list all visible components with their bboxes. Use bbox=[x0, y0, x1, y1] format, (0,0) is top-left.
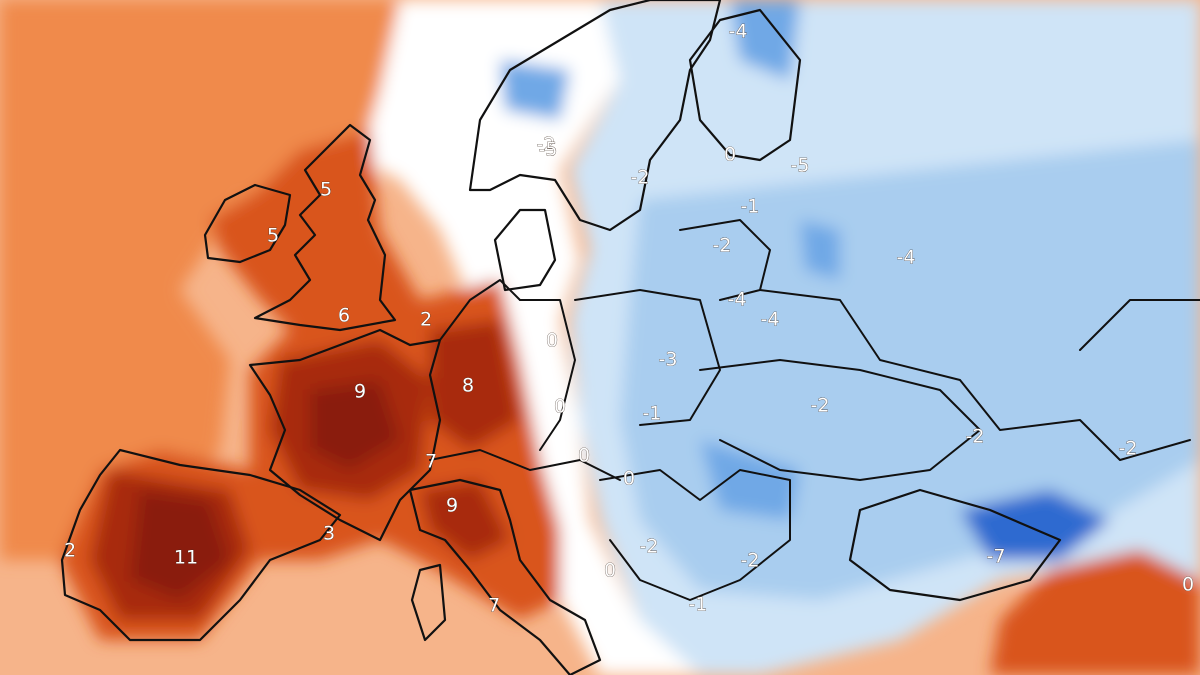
anomaly-label: 0 bbox=[1182, 574, 1194, 596]
anomaly-label: 11 bbox=[174, 547, 198, 569]
corsica-sardinia bbox=[410, 563, 447, 642]
anomaly-label: -2 bbox=[640, 536, 659, 558]
great-britain-coast bbox=[253, 123, 397, 332]
anomaly-label: 8 bbox=[462, 375, 474, 397]
neutral-band bbox=[360, 0, 700, 675]
cold-strong-east bbox=[800, 220, 840, 280]
anomaly-label: -2 bbox=[966, 426, 985, 448]
cold-strong-region bbox=[700, 440, 800, 520]
anomaly-label: -4 bbox=[729, 21, 748, 43]
anomaly-label: -7 bbox=[987, 546, 1006, 568]
anomaly-label: 7 bbox=[488, 595, 500, 617]
cold-strong-scand bbox=[500, 60, 570, 120]
warm-mid-region bbox=[0, 0, 400, 560]
anomaly-label: -1 bbox=[643, 403, 662, 425]
ireland-coast bbox=[203, 183, 292, 264]
anomaly-label: 0 bbox=[554, 396, 566, 418]
italy-coast bbox=[408, 478, 602, 675]
anomaly-label: 0 bbox=[604, 560, 616, 582]
anomaly-label: 5 bbox=[267, 225, 279, 247]
borders bbox=[429, 219, 1200, 601]
warm-se-region bbox=[990, 550, 1200, 675]
anomaly-label: -4 bbox=[728, 289, 747, 311]
anomaly-label: 6 bbox=[338, 305, 350, 327]
warm-deep-germany bbox=[430, 320, 520, 450]
black-sea-coast bbox=[848, 488, 1062, 602]
anomaly-label: -3 bbox=[659, 349, 678, 371]
anomaly-label: 0 bbox=[724, 144, 736, 166]
anomaly-label: 2 bbox=[420, 309, 432, 331]
cold-deep-region bbox=[960, 490, 1110, 560]
border-pl-east bbox=[574, 289, 721, 426]
border-kazakh bbox=[1079, 299, 1200, 351]
jutland-coast bbox=[493, 208, 557, 292]
anomaly-label: 2 bbox=[64, 540, 76, 562]
anomaly-label: -4 bbox=[761, 309, 780, 331]
anomaly-label: -2 bbox=[631, 167, 650, 189]
finland-coast bbox=[688, 8, 802, 162]
anomaly-label: 3 bbox=[323, 523, 335, 545]
anomaly-label: 0 bbox=[578, 445, 590, 467]
anomaly-label: 5 bbox=[320, 179, 332, 201]
anomaly-label: -5 bbox=[539, 139, 558, 161]
warm-max-france bbox=[310, 380, 400, 470]
border-fr-de bbox=[439, 279, 521, 341]
warm-max-iberia bbox=[130, 490, 230, 600]
anomaly-label: -2 bbox=[811, 395, 830, 417]
anomaly-label: -1 bbox=[741, 196, 760, 218]
border-alps bbox=[429, 449, 621, 481]
france-coast bbox=[248, 328, 442, 542]
border-ukraine bbox=[699, 359, 981, 481]
anomaly-label: 9 bbox=[446, 495, 458, 517]
iberia-coast bbox=[60, 448, 342, 642]
border-de-pl bbox=[519, 299, 576, 451]
border-russia bbox=[759, 289, 1191, 461]
anomaly-label: 0 bbox=[623, 468, 635, 490]
scandinavia-coast bbox=[468, 0, 722, 232]
anomaly-label: 9 bbox=[354, 381, 366, 403]
anomaly-label: -1 bbox=[689, 594, 708, 616]
border-baltics bbox=[679, 219, 771, 301]
coastlines bbox=[60, 0, 1062, 675]
anomaly-label: -5 bbox=[791, 155, 810, 177]
anomaly-label: 7 bbox=[425, 451, 437, 473]
anomaly-label: 0 bbox=[546, 330, 558, 352]
warm-deep-italy bbox=[420, 480, 510, 560]
anomaly-label: -2 bbox=[741, 550, 760, 572]
cold-strong-north bbox=[730, 0, 800, 80]
border-balkans bbox=[599, 469, 791, 601]
anomaly-label: -2 bbox=[713, 235, 732, 257]
anomaly-label: -2 bbox=[537, 134, 556, 156]
anomaly-label: -4 bbox=[897, 247, 916, 269]
anomaly-label: -2 bbox=[1119, 438, 1138, 460]
